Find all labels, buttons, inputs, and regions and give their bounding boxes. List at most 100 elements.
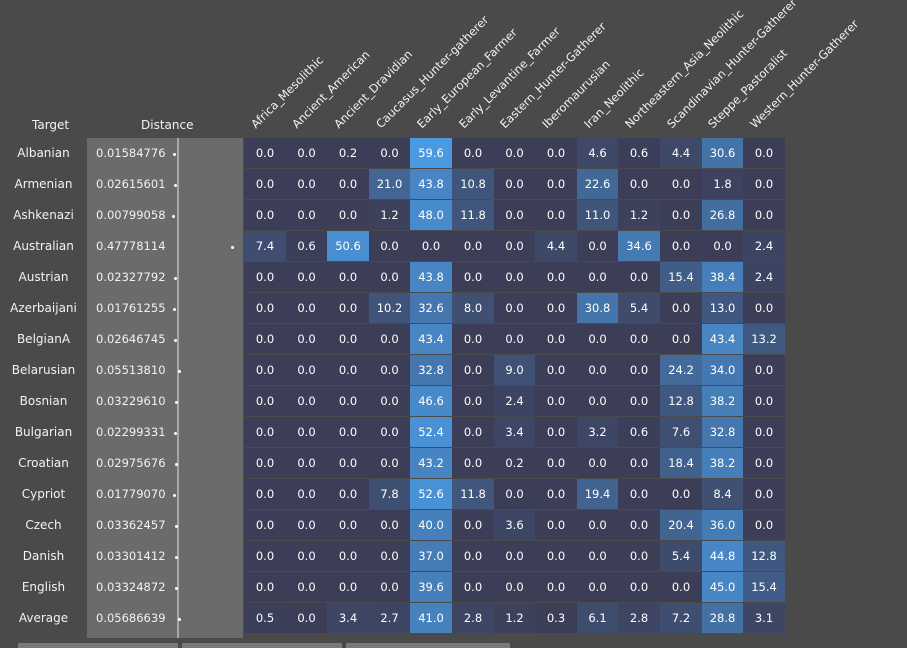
heatmap-cell[interactable]: 13.2 (743, 324, 785, 354)
heatmap-cell[interactable]: 4.6 (577, 138, 618, 168)
heatmap-cell[interactable]: 0.0 (327, 479, 369, 509)
heatmap-cell[interactable]: 13.0 (702, 293, 743, 323)
heatmap-cell[interactable]: 1.2 (369, 200, 410, 230)
heatmap-cell[interactable]: 0.0 (286, 200, 327, 230)
heatmap-cell[interactable]: 0.6 (286, 231, 327, 261)
horizontal-scrollbar-segment[interactable] (346, 643, 510, 648)
heatmap-cell[interactable]: 0.0 (535, 355, 577, 385)
heatmap-cell[interactable]: 10.2 (369, 293, 410, 323)
heatmap-cell[interactable]: 0.0 (452, 386, 494, 416)
heatmap-cell[interactable]: 12.8 (660, 386, 702, 416)
heatmap-cell[interactable]: 24.2 (660, 355, 702, 385)
heatmap-cell[interactable]: 0.2 (327, 138, 369, 168)
heatmap-cell[interactable]: 0.0 (327, 541, 369, 571)
heatmap-cell[interactable]: 0.0 (535, 479, 577, 509)
heatmap-cell[interactable]: 0.0 (369, 386, 410, 416)
heatmap-cell[interactable]: 0.0 (494, 262, 535, 292)
heatmap-cell[interactable]: 0.0 (618, 386, 660, 416)
heatmap-cell[interactable]: 0.0 (535, 138, 577, 168)
heatmap-cell[interactable]: 0.0 (618, 479, 660, 509)
heatmap-cell[interactable]: 0.0 (452, 572, 494, 602)
heatmap-cell[interactable]: 0.0 (244, 262, 286, 292)
heatmap-cell[interactable]: 0.0 (618, 169, 660, 199)
heatmap-cell[interactable]: 6.1 (577, 603, 618, 633)
heatmap-cell[interactable]: 15.4 (743, 572, 785, 602)
heatmap-cell[interactable]: 11.8 (452, 200, 494, 230)
heatmap-cell[interactable]: 0.0 (743, 510, 785, 540)
heatmap-cell[interactable]: 0.0 (535, 293, 577, 323)
heatmap-cell[interactable]: 0.0 (410, 231, 452, 261)
heatmap-cell[interactable]: 43.4 (410, 324, 452, 354)
heatmap-cell[interactable]: 0.0 (660, 293, 702, 323)
heatmap-cell[interactable]: 0.0 (244, 200, 286, 230)
heatmap-cell[interactable]: 0.0 (702, 231, 743, 261)
heatmap-cell[interactable]: 4.4 (535, 231, 577, 261)
heatmap-cell[interactable]: 0.0 (452, 138, 494, 168)
heatmap-cell[interactable]: 0.0 (618, 324, 660, 354)
heatmap-cell[interactable]: 3.1 (743, 603, 785, 633)
heatmap-cell[interactable]: 0.0 (327, 572, 369, 602)
heatmap-cell[interactable]: 0.0 (286, 448, 327, 478)
heatmap-cell[interactable]: 30.6 (702, 138, 743, 168)
heatmap-cell[interactable]: 39.6 (410, 572, 452, 602)
heatmap-cell[interactable]: 0.0 (743, 200, 785, 230)
heatmap-cell[interactable]: 3.4 (327, 603, 369, 633)
heatmap-cell[interactable]: 0.0 (577, 231, 618, 261)
heatmap-cell[interactable]: 0.0 (452, 355, 494, 385)
heatmap-cell[interactable]: 0.0 (494, 293, 535, 323)
heatmap-cell[interactable]: 0.0 (618, 262, 660, 292)
heatmap-cell[interactable]: 0.0 (535, 510, 577, 540)
heatmap-cell[interactable]: 44.8 (702, 541, 743, 571)
heatmap-cell[interactable]: 0.6 (618, 417, 660, 447)
heatmap-cell[interactable]: 43.2 (410, 448, 452, 478)
heatmap-cell[interactable]: 0.0 (452, 262, 494, 292)
heatmap-cell[interactable]: 0.0 (494, 200, 535, 230)
heatmap-cell[interactable]: 0.2 (494, 448, 535, 478)
heatmap-cell[interactable]: 36.0 (702, 510, 743, 540)
heatmap-cell[interactable]: 0.0 (327, 386, 369, 416)
heatmap-cell[interactable]: 0.0 (618, 541, 660, 571)
heatmap-cell[interactable]: 0.0 (286, 262, 327, 292)
heatmap-cell[interactable]: 0.0 (535, 541, 577, 571)
heatmap-cell[interactable]: 0.0 (452, 448, 494, 478)
heatmap-cell[interactable]: 43.4 (702, 324, 743, 354)
heatmap-cell[interactable]: 15.4 (660, 262, 702, 292)
heatmap-cell[interactable]: 0.0 (244, 572, 286, 602)
heatmap-cell[interactable]: 34.0 (702, 355, 743, 385)
heatmap-cell[interactable]: 0.0 (494, 572, 535, 602)
heatmap-cell[interactable]: 48.0 (410, 200, 452, 230)
heatmap-cell[interactable]: 0.0 (327, 448, 369, 478)
heatmap-cell[interactable]: 0.0 (327, 510, 369, 540)
heatmap-cell[interactable]: 20.4 (660, 510, 702, 540)
heatmap-cell[interactable]: 59.6 (410, 138, 452, 168)
heatmap-cell[interactable]: 1.2 (618, 200, 660, 230)
heatmap-cell[interactable]: 7.4 (244, 231, 286, 261)
heatmap-cell[interactable]: 0.0 (244, 138, 286, 168)
heatmap-cell[interactable]: 0.0 (244, 479, 286, 509)
heatmap-cell[interactable]: 4.4 (660, 138, 702, 168)
heatmap-cell[interactable]: 0.0 (618, 355, 660, 385)
heatmap-cell[interactable]: 0.0 (286, 324, 327, 354)
heatmap-cell[interactable]: 0.0 (577, 541, 618, 571)
heatmap-cell[interactable]: 0.0 (286, 510, 327, 540)
heatmap-cell[interactable]: 0.0 (577, 572, 618, 602)
heatmap-cell[interactable]: 0.0 (660, 324, 702, 354)
heatmap-cell[interactable]: 0.0 (452, 510, 494, 540)
heatmap-cell[interactable]: 0.0 (535, 200, 577, 230)
heatmap-cell[interactable]: 3.4 (494, 417, 535, 447)
heatmap-cell[interactable]: 7.8 (369, 479, 410, 509)
heatmap-cell[interactable]: 0.0 (494, 169, 535, 199)
heatmap-cell[interactable]: 0.0 (286, 541, 327, 571)
heatmap-cell[interactable]: 0.0 (244, 386, 286, 416)
heatmap-cell[interactable]: 0.0 (535, 572, 577, 602)
heatmap-cell[interactable]: 45.0 (702, 572, 743, 602)
heatmap-cell[interactable]: 0.0 (577, 386, 618, 416)
heatmap-cell[interactable]: 2.4 (743, 231, 785, 261)
heatmap-cell[interactable]: 0.0 (494, 479, 535, 509)
heatmap-cell[interactable]: 0.0 (452, 324, 494, 354)
heatmap-cell[interactable]: 0.0 (452, 541, 494, 571)
heatmap-cell[interactable]: 0.0 (535, 386, 577, 416)
heatmap-cell[interactable]: 0.0 (286, 603, 327, 633)
heatmap-cell[interactable]: 11.0 (577, 200, 618, 230)
heatmap-cell[interactable]: 0.0 (660, 200, 702, 230)
